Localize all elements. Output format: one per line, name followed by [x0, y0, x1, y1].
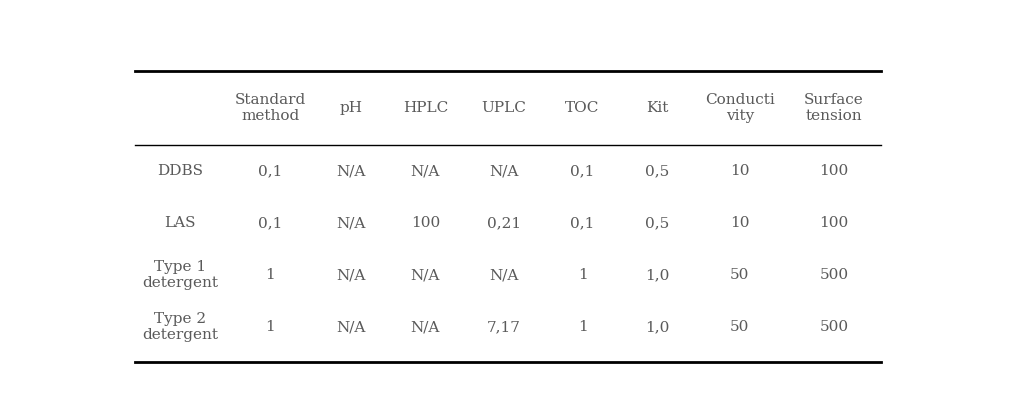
- Text: 0,21: 0,21: [487, 216, 521, 230]
- Text: 1,0: 1,0: [645, 268, 669, 282]
- Text: N/A: N/A: [336, 268, 365, 282]
- Text: N/A: N/A: [336, 320, 365, 334]
- Text: 1,0: 1,0: [645, 320, 669, 334]
- Text: Type 1
detergent: Type 1 detergent: [142, 260, 218, 290]
- Text: 0,1: 0,1: [570, 164, 595, 178]
- Text: N/A: N/A: [336, 216, 365, 230]
- Text: N/A: N/A: [336, 164, 365, 178]
- Text: TOC: TOC: [566, 101, 599, 115]
- Text: Standard
method: Standard method: [234, 93, 306, 123]
- Text: DDBS: DDBS: [157, 164, 203, 178]
- Text: 0,5: 0,5: [645, 216, 669, 230]
- Text: 10: 10: [730, 164, 749, 178]
- Text: 0,1: 0,1: [258, 164, 282, 178]
- Text: 50: 50: [730, 268, 749, 282]
- Text: 100: 100: [819, 164, 849, 178]
- Text: 0,1: 0,1: [258, 216, 282, 230]
- Text: Surface
tension: Surface tension: [804, 93, 864, 123]
- Text: 1: 1: [578, 320, 587, 334]
- Text: 1: 1: [266, 320, 275, 334]
- Text: N/A: N/A: [411, 320, 440, 334]
- Text: N/A: N/A: [490, 164, 518, 178]
- Text: 7,17: 7,17: [487, 320, 521, 334]
- Text: 0,1: 0,1: [570, 216, 595, 230]
- Text: HPLC: HPLC: [403, 101, 448, 115]
- Text: pH: pH: [340, 101, 362, 115]
- Text: Conducti
vity: Conducti vity: [705, 93, 775, 123]
- Text: 0,5: 0,5: [645, 164, 669, 178]
- Text: LAS: LAS: [164, 216, 196, 230]
- Text: UPLC: UPLC: [482, 101, 526, 115]
- Text: Type 2
detergent: Type 2 detergent: [142, 312, 218, 342]
- Text: Kit: Kit: [646, 101, 668, 115]
- Text: 500: 500: [819, 268, 849, 282]
- Text: N/A: N/A: [411, 268, 440, 282]
- Text: N/A: N/A: [490, 268, 518, 282]
- Text: 500: 500: [819, 320, 849, 334]
- Text: 100: 100: [819, 216, 849, 230]
- Text: 1: 1: [578, 268, 587, 282]
- Text: 10: 10: [730, 216, 749, 230]
- Text: 100: 100: [411, 216, 440, 230]
- Text: 50: 50: [730, 320, 749, 334]
- Text: N/A: N/A: [411, 164, 440, 178]
- Text: 1: 1: [266, 268, 275, 282]
